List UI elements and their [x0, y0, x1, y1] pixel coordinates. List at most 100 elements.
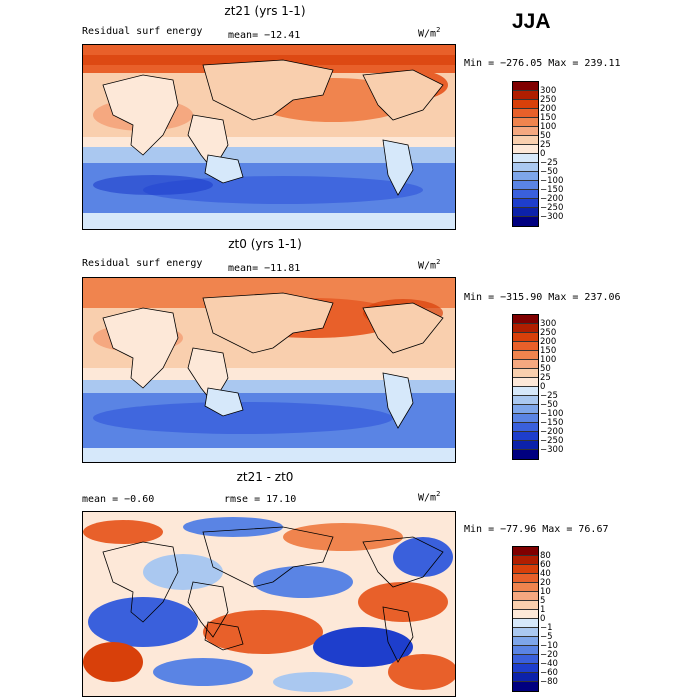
season-label: JJA [512, 10, 551, 33]
colorbar-box [513, 556, 538, 565]
colorbar-tick-label: 150 [540, 346, 557, 356]
panel-2-field-label: Residual surf energy [82, 258, 203, 269]
colorbar-tick-label: 300 [540, 86, 557, 96]
panel-3-mean: mean = −0.60 [82, 494, 155, 505]
colorbar-box [513, 450, 538, 459]
colorbar-tick-label: 200 [540, 104, 557, 114]
colorbar-tick-label: −10 [540, 641, 558, 651]
colorbar-tick-label: −100 [540, 176, 564, 186]
colorbar-tick-label: −250 [540, 203, 564, 213]
colorbar-tick-label: −5 [540, 632, 553, 642]
colorbar-tick-label: −25 [540, 391, 558, 401]
colorbar-box [513, 82, 538, 91]
panel-2-colorbar [512, 314, 539, 460]
colorbar-box [513, 574, 538, 583]
colorbar-box [513, 414, 538, 423]
colorbar-tick-label: 200 [540, 337, 557, 347]
colorbar-box [513, 217, 538, 226]
panel-3-title: zt21 - zt0 [236, 470, 294, 484]
colorbar-tick-label: 1 [540, 605, 546, 615]
colorbar-box [513, 646, 538, 655]
colorbar-tick-label: 250 [540, 95, 557, 105]
colorbar-box [513, 190, 538, 199]
colorbar-tick-label: −150 [540, 418, 564, 428]
panel-1-title: zt21 (yrs 1-1) [224, 4, 306, 18]
panel-1-mean: mean= −12.41 [228, 30, 301, 41]
colorbar-box [513, 432, 538, 441]
panel-2-map [82, 277, 456, 463]
panel-3-minmax: Min = −77.96 Max = 76.67 [464, 524, 609, 535]
colorbar-box [513, 664, 538, 673]
colorbar-tick-label: −20 [540, 650, 558, 660]
colorbar-box [513, 610, 538, 619]
colorbar-tick-label: 50 [540, 364, 551, 374]
colorbar-tick-label: 150 [540, 113, 557, 123]
colorbar-box [513, 423, 538, 432]
colorbar-tick-label: −80 [540, 677, 558, 687]
colorbar-tick-label: 25 [540, 373, 551, 383]
colorbar-tick-label: −60 [540, 668, 558, 678]
panel-2-units: W/m2 [418, 258, 441, 272]
colorbar-box [513, 396, 538, 405]
colorbar-tick-label: −300 [540, 212, 564, 222]
colorbar-box [513, 583, 538, 592]
colorbar-box [513, 181, 538, 190]
panel-2-title: zt0 (yrs 1-1) [228, 237, 302, 251]
colorbar-box [513, 136, 538, 145]
colorbar-box [513, 208, 538, 217]
panel-2-minmax: Min = −315.90 Max = 237.06 [464, 292, 621, 303]
colorbar-tick-label: −100 [540, 409, 564, 419]
colorbar-tick-label: −200 [540, 194, 564, 204]
colorbar-tick-label: 100 [540, 122, 557, 132]
colorbar-box [513, 145, 538, 154]
panel-1-map [82, 44, 456, 230]
colorbar-tick-label: 10 [540, 587, 551, 597]
colorbar-box [513, 565, 538, 574]
colorbar-box [513, 369, 538, 378]
colorbar-tick-label: 0 [540, 614, 546, 624]
colorbar-box [513, 315, 538, 324]
colorbar-box [513, 127, 538, 136]
panel-1-field-label: Residual surf energy [82, 26, 203, 37]
colorbar-box [513, 673, 538, 682]
colorbar-tick-label: −300 [540, 445, 564, 455]
panel-3-rmse: rmse = 17.10 [224, 494, 297, 505]
colorbar-box [513, 655, 538, 664]
colorbar-box [513, 682, 538, 691]
colorbar-tick-label: 50 [540, 131, 551, 141]
colorbar-tick-label: 20 [540, 578, 551, 588]
colorbar-box [513, 592, 538, 601]
colorbar-tick-label: 40 [540, 569, 551, 579]
colorbar-tick-label: 25 [540, 140, 551, 150]
colorbar-tick-label: −50 [540, 400, 558, 410]
colorbar-tick-label: 300 [540, 319, 557, 329]
colorbar-box [513, 109, 538, 118]
colorbar-box [513, 324, 538, 333]
colorbar-box [513, 100, 538, 109]
colorbar-tick-label: 0 [540, 149, 546, 159]
panel-3-colorbar [512, 546, 539, 692]
colorbar-box [513, 118, 538, 127]
colorbar-box [513, 378, 538, 387]
colorbar-tick-label: −40 [540, 659, 558, 669]
colorbar-tick-label: −1 [540, 623, 553, 633]
colorbar-tick-label: 5 [540, 596, 546, 606]
colorbar-box [513, 619, 538, 628]
panel-1-units: W/m2 [418, 26, 441, 40]
colorbar-box [513, 351, 538, 360]
colorbar-box [513, 172, 538, 181]
colorbar-tick-label: 250 [540, 328, 557, 338]
colorbar-tick-label: −50 [540, 167, 558, 177]
colorbar-box [513, 154, 538, 163]
colorbar-box [513, 333, 538, 342]
colorbar-box [513, 91, 538, 100]
panel-1-minmax: Min = −276.05 Max = 239.11 [464, 58, 621, 69]
colorbar-tick-label: 80 [540, 551, 551, 561]
colorbar-tick-label: 0 [540, 382, 546, 392]
colorbar-box [513, 547, 538, 556]
colorbar-box [513, 360, 538, 369]
colorbar-tick-label: 60 [540, 560, 551, 570]
colorbar-tick-label: −250 [540, 436, 564, 446]
colorbar-box [513, 387, 538, 396]
panel-1-colorbar [512, 81, 539, 227]
